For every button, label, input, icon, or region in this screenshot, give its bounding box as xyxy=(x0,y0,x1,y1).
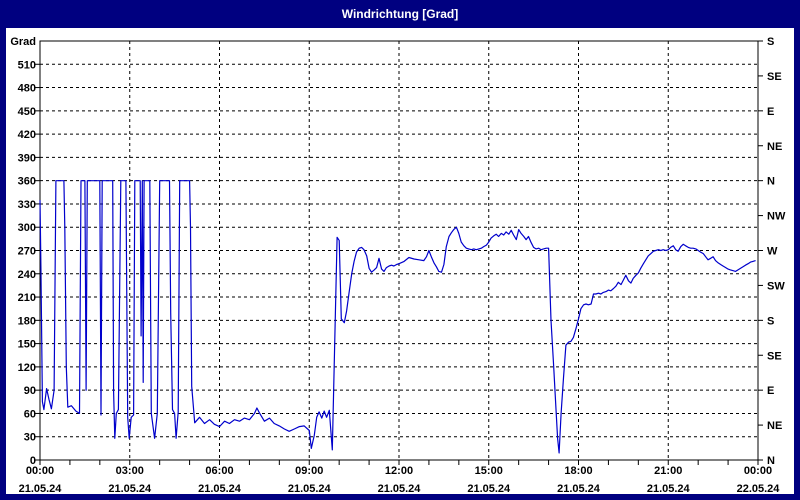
y-right-tick-label: W xyxy=(767,246,778,258)
y-left-tick-label: 180 xyxy=(18,315,36,327)
y-right-tick-label: N xyxy=(767,176,775,188)
y-left-tick-label: 420 xyxy=(18,129,36,141)
y-right-tick-label: SW xyxy=(767,280,785,292)
chart-canvas: 0 30 60 90 120 150 180 210 240 270 300 330 360 390 420… xyxy=(10,36,786,495)
x-tick-time-label: 12:00 xyxy=(385,465,413,477)
y-right-tick-label: S xyxy=(767,315,774,327)
y-left-tick-label: 390 xyxy=(18,152,36,164)
y-left-tick-label: 450 xyxy=(18,106,36,118)
y-left-tick-label: 330 xyxy=(18,199,36,211)
y-left-tick-label: 150 xyxy=(18,339,36,351)
x-tick-date-label: 21.05.24 xyxy=(378,483,422,494)
y-left-tick-label: 90 xyxy=(24,385,36,397)
x-tick-date-label: 21.05.24 xyxy=(467,483,511,494)
y-left-tick-label: 30 xyxy=(24,432,36,444)
y-right-tick-label: E xyxy=(767,106,774,118)
y-right-tick-label: NE xyxy=(767,420,782,432)
chart-area: 0 30 60 90 120 150 180 210 240 270 300 330 360 390 420… xyxy=(6,28,794,495)
y-left-tick-label: 510 xyxy=(18,59,36,71)
x-tick-time-label: 03:00 xyxy=(116,465,144,477)
y-left-tick-label: 120 xyxy=(18,362,36,374)
y-left-tick-label: 240 xyxy=(18,269,36,281)
x-tick-time-label: 06:00 xyxy=(205,465,233,477)
y-right-tick-label: E xyxy=(767,385,774,397)
x-tick-date-label: 21.05.24 xyxy=(557,483,601,494)
y-left-tick-label: 210 xyxy=(18,292,36,304)
y-left-tick-label: 480 xyxy=(18,83,36,95)
y-right-tick-label: NW xyxy=(767,211,786,223)
y-left-tick-label: 360 xyxy=(18,176,36,188)
x-tick-time-label: 00:00 xyxy=(26,465,54,477)
y-left-tick-label: 60 xyxy=(24,408,36,420)
y-axis-left-title: Grad xyxy=(10,36,36,48)
plot-frame xyxy=(39,40,759,461)
x-tick-time-label: 18:00 xyxy=(564,465,592,477)
x-tick-time-label: 15:00 xyxy=(475,465,503,477)
x-tick-time-label: 00:00 xyxy=(744,465,772,477)
x-tick-time-label: 09:00 xyxy=(295,465,323,477)
y-left-tick-label: 300 xyxy=(18,222,36,234)
y-left-tick-label: 0 xyxy=(30,455,36,467)
x-tick-date-label: 21.05.24 xyxy=(647,483,691,494)
y-right-tick-label: N xyxy=(767,455,775,467)
x-tick-date-label: 22.05.24 xyxy=(737,483,781,494)
x-tick-time-label: 21:00 xyxy=(654,465,682,477)
y-right-tick-label: SE xyxy=(767,350,782,362)
window-title: Windrichtung [Grad] xyxy=(341,7,459,21)
x-tick-date-label: 21.05.24 xyxy=(198,483,242,494)
wind-direction-line xyxy=(39,180,756,454)
y-right-tick-label: NE xyxy=(767,141,782,153)
y-right-tick-label: S xyxy=(767,36,774,48)
title-bar: Windrichtung [Grad] xyxy=(0,0,800,28)
x-tick-date-label: 21.05.24 xyxy=(108,483,152,494)
x-tick-date-label: 21.05.24 xyxy=(288,483,332,494)
x-tick-date-label: 21.05.24 xyxy=(19,483,63,494)
y-right-tick-label: SE xyxy=(767,71,782,83)
y-left-tick-label: 270 xyxy=(18,246,36,258)
